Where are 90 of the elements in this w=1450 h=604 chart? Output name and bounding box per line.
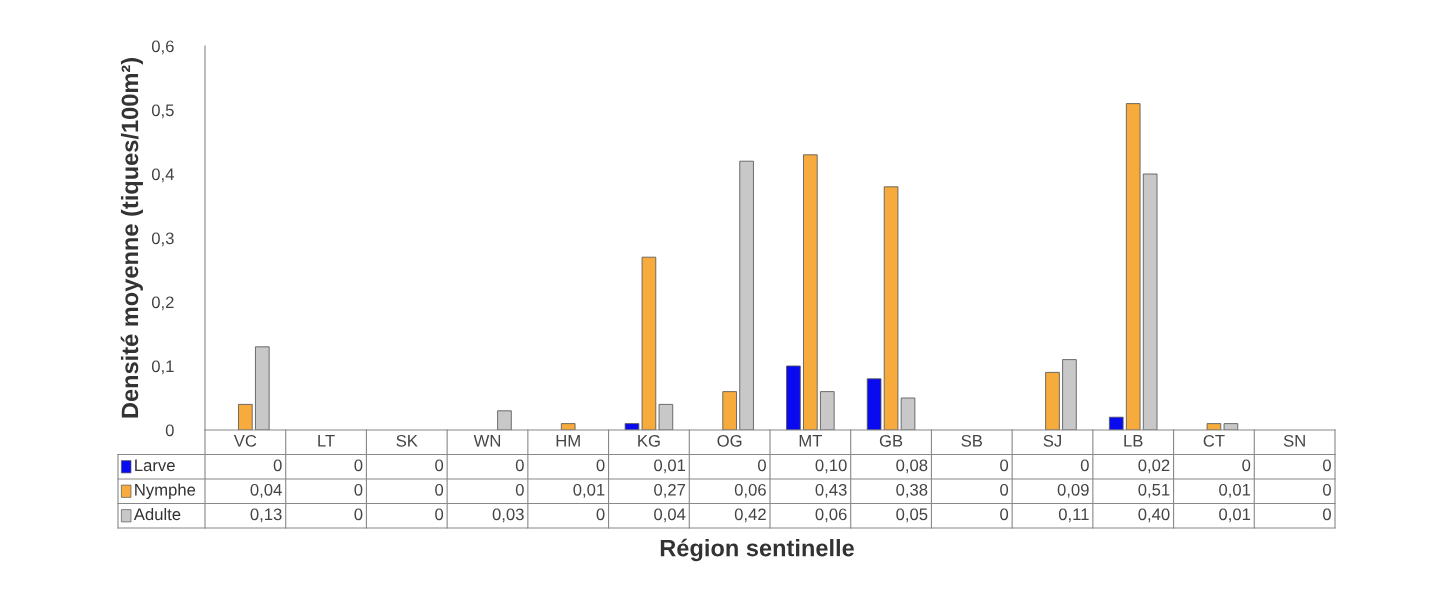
x-tick-label: SJ [1043, 434, 1061, 447]
x-axis-title: Région sentinelle [660, 538, 854, 562]
data-label: 0,01 [1219, 483, 1251, 498]
bar [1062, 359, 1077, 430]
data-label: 0 [1322, 508, 1331, 521]
data-label: 0,38 [896, 483, 928, 498]
data-label: 0 [1000, 483, 1009, 496]
bar [883, 186, 899, 430]
data-label: 0,13 [250, 508, 282, 523]
bar [641, 256, 657, 430]
data-label: 0 [515, 483, 524, 496]
data-label: 0,01 [1219, 508, 1251, 523]
y-tick-label: 0,6 [151, 40, 174, 55]
data-label: 0 [273, 459, 282, 472]
data-label: 0 [1000, 508, 1009, 521]
data-label: 0,10 [815, 459, 847, 474]
data-label: 0 [596, 508, 605, 521]
data-label: 0 [1322, 483, 1331, 496]
x-tick-label: OG [717, 434, 742, 447]
x-tick-label: VC [233, 434, 257, 447]
y-tick-label: 0 [165, 424, 174, 437]
data-label: 0,42 [734, 508, 766, 523]
x-tick-label: SK [396, 434, 418, 447]
data-label: 0,06 [734, 483, 766, 498]
bar [1223, 423, 1239, 430]
data-label: 0,01 [573, 483, 605, 498]
x-tick-label: LB [1124, 435, 1143, 447]
x-tick-label: SN [1283, 434, 1305, 447]
bar [238, 403, 253, 430]
data-label: 0,51 [1138, 483, 1170, 498]
bar [560, 423, 576, 430]
data-label: 0 [596, 459, 605, 472]
x-tick-label: GB [879, 434, 903, 447]
x-tick-label: KG [638, 434, 660, 447]
y-tick-label: 0,1 [151, 360, 174, 375]
bar [786, 365, 801, 430]
data-label: 0 [1080, 459, 1089, 472]
data-label: 0,04 [654, 508, 686, 523]
data-label: 0 [354, 459, 363, 472]
data-label: 0,09 [1057, 483, 1089, 498]
bar [255, 346, 270, 430]
data-label: 0,06 [815, 508, 847, 523]
data-label: 0 [435, 459, 444, 472]
bar [739, 160, 754, 430]
data-label: 0 [435, 508, 444, 521]
bar [1045, 371, 1060, 430]
y-tick-label: 0,5 [151, 104, 174, 119]
bar [820, 391, 835, 430]
x-tick-label: LT [318, 435, 335, 447]
data-label: 0 [354, 483, 363, 496]
bar [866, 378, 882, 430]
x-tick-label: HM [556, 435, 580, 447]
data-label: 0,40 [1138, 508, 1170, 523]
bar [803, 154, 818, 430]
data-label: 0,03 [492, 508, 524, 523]
data-label: 0 [1322, 459, 1331, 472]
data-label: 0,05 [896, 508, 928, 523]
data-label: 0 [515, 459, 524, 472]
data-label: 0,04 [250, 483, 282, 498]
legend-label: Nymphe [135, 483, 196, 500]
bar [1125, 103, 1141, 430]
legend-label: Larve [135, 459, 175, 472]
x-tick-label: CT [1203, 434, 1225, 447]
data-label: 0,11 [1058, 508, 1089, 523]
bar [1142, 173, 1158, 430]
bar [624, 423, 640, 430]
y-tick-label: 0,4 [151, 168, 174, 183]
x-tick-label: MT [799, 435, 823, 447]
x-tick-label: SB [961, 434, 983, 447]
y-axis-title: Densité moyenne (tiques/100m²) [120, 58, 143, 418]
legend-label: Adulte [133, 507, 181, 521]
data-label: 0 [354, 508, 363, 521]
bar [722, 391, 737, 430]
data-label: 0,43 [815, 483, 847, 498]
data-label: 0 [1242, 459, 1251, 472]
bar [1206, 423, 1222, 430]
bar [900, 397, 916, 430]
data-label: 0,01 [654, 459, 686, 474]
data-label: 0,27 [654, 483, 686, 498]
data-label: 0 [1000, 459, 1009, 472]
data-label: 0,08 [896, 459, 928, 474]
y-tick-label: 0,3 [151, 232, 174, 247]
data-label: 0 [435, 483, 444, 496]
bar [1108, 416, 1124, 430]
data-label: 0,02 [1138, 459, 1170, 474]
bar [658, 403, 674, 430]
x-tick-label: WN [473, 435, 501, 447]
data-label: 0 [757, 459, 766, 472]
bar [497, 410, 512, 430]
y-tick-label: 0,2 [151, 296, 174, 311]
